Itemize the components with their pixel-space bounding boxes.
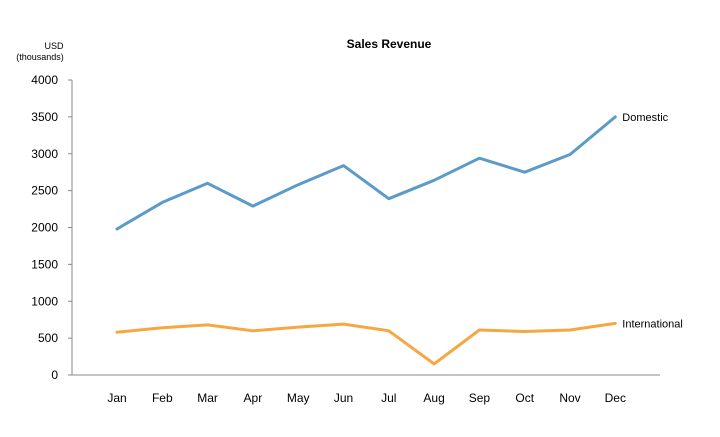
y-tick-label: 3000	[31, 147, 58, 161]
chart-title: Sales Revenue	[347, 37, 432, 51]
y-tick-label: 1000	[31, 294, 58, 308]
y-tick-label: 2500	[31, 184, 58, 198]
series-lines	[115, 115, 617, 366]
series-line-international	[115, 321, 617, 366]
x-tick-label: Jan	[107, 391, 126, 405]
x-tick-label: Apr	[244, 391, 263, 405]
x-tick-label: Aug	[423, 391, 444, 405]
x-tick-label: May	[287, 391, 310, 405]
y-tick-label: 2000	[31, 221, 58, 235]
x-tick-label: Jun	[334, 391, 353, 405]
axes: 0 500 1000 1500 2000 2500 3000 3500 4000 Jan Feb Ma…	[31, 73, 660, 405]
x-tick-label: Dec	[605, 391, 626, 405]
series-line-domestic	[115, 115, 617, 231]
x-tick-label: Nov	[559, 391, 580, 405]
x-tick-label: Mar	[197, 391, 218, 405]
x-tick-label: Jul	[381, 391, 396, 405]
y-axis-label-line-1: USD	[44, 41, 64, 51]
y-tick-label: 3500	[31, 110, 58, 124]
series-label-international: International	[622, 318, 683, 330]
x-tick-label: Oct	[515, 391, 534, 405]
y-tick-label: 1500	[31, 257, 58, 271]
y-axis-label-line-2: (thousands)	[16, 52, 64, 62]
x-tick-label: Feb	[152, 391, 173, 405]
y-tick-label: 4000	[31, 73, 58, 87]
y-tick-label: 500	[38, 331, 58, 345]
series-labels: Domestic International	[622, 112, 683, 331]
series-label-domestic: Domestic	[622, 112, 668, 124]
y-tick-label: 0	[51, 368, 58, 382]
x-tick-label: Sep	[469, 391, 491, 405]
